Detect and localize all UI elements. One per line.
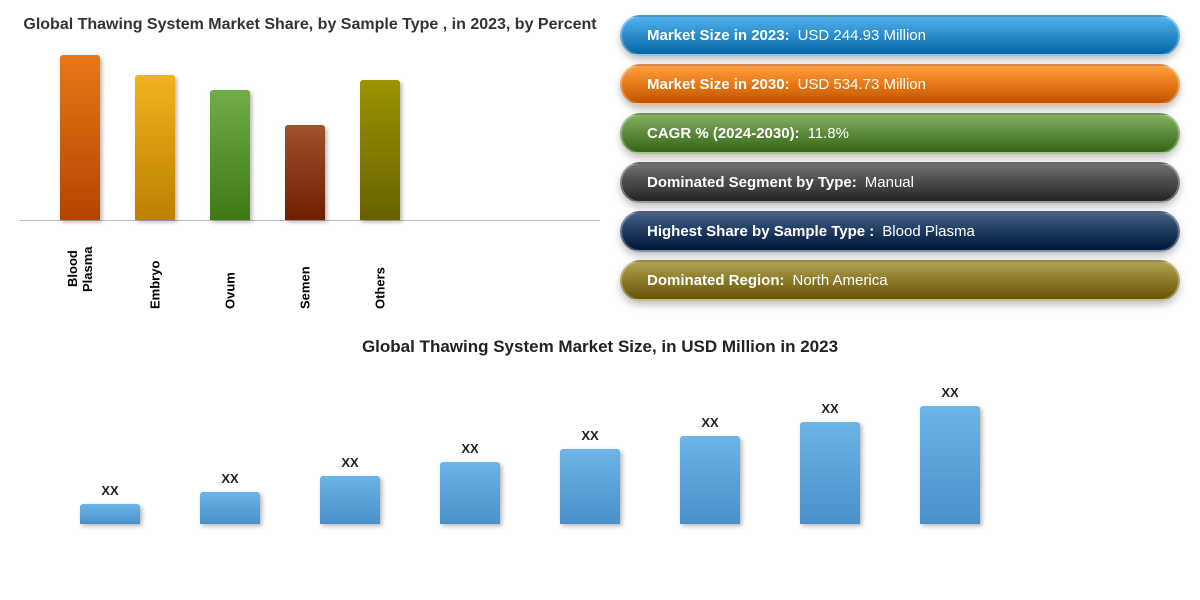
size-bar — [680, 436, 740, 524]
info-row: CAGR % (2024-2030): 11.8% — [620, 113, 1180, 154]
info-value: Manual — [865, 174, 914, 191]
size-bar-label: XX — [341, 455, 358, 470]
size-bar-label: XX — [941, 385, 958, 400]
share-bar — [210, 90, 250, 220]
size-bar — [440, 462, 500, 524]
size-bar-label: XX — [701, 415, 718, 430]
size-chart-bars: XX XX XX XX XX XX XX XX — [20, 374, 1180, 524]
size-bar — [800, 422, 860, 524]
size-bar — [80, 504, 140, 524]
top-section: Global Thawing System Market Share, by S… — [20, 10, 1180, 330]
info-value: USD 244.93 Million — [798, 27, 926, 44]
info-value: North America — [793, 272, 888, 289]
info-row: Highest Share by Sample Type : Blood Pla… — [620, 211, 1180, 252]
share-bar-label: Ovum — [210, 229, 250, 309]
share-bar-label: Semen — [285, 229, 325, 309]
info-row: Market Size in 2023: USD 244.93 Million — [620, 15, 1180, 56]
size-bar-wrap: XX — [560, 428, 620, 524]
size-bar-wrap: XX — [80, 483, 140, 524]
size-bar — [200, 492, 260, 524]
info-label: Market Size in 2030: — [647, 76, 790, 93]
main-container: Global Thawing System Market Share, by S… — [0, 0, 1200, 600]
size-bar-wrap: XX — [680, 415, 740, 524]
info-label: Market Size in 2023: — [647, 27, 790, 44]
size-bar-wrap: XX — [320, 455, 380, 524]
size-bar-label: XX — [581, 428, 598, 443]
info-panel: Market Size in 2023: USD 244.93 MillionM… — [620, 10, 1180, 330]
info-label: Dominated Region: — [647, 272, 785, 289]
size-bar-wrap: XX — [800, 401, 860, 524]
size-bar-label: XX — [221, 471, 238, 486]
info-label: Dominated Segment by Type: — [647, 174, 857, 191]
info-label: CAGR % (2024-2030): — [647, 125, 800, 142]
size-bar — [560, 449, 620, 524]
share-bar-label: Blood Plasma — [60, 229, 100, 309]
share-bar — [60, 55, 100, 220]
size-bar-label: XX — [461, 441, 478, 456]
size-bar-label: XX — [821, 401, 838, 416]
share-bar — [360, 80, 400, 220]
share-chart-labels: Blood Plasma Embryo Ovum Semen Others — [20, 229, 600, 309]
info-label: Highest Share by Sample Type : — [647, 223, 874, 240]
share-chart: Global Thawing System Market Share, by S… — [20, 10, 600, 330]
info-value: Blood Plasma — [882, 223, 975, 240]
share-chart-title: Global Thawing System Market Share, by S… — [20, 15, 600, 36]
share-bar — [285, 125, 325, 220]
share-bar — [135, 75, 175, 220]
info-row: Dominated Region: North America — [620, 260, 1180, 301]
size-chart-title: Global Thawing System Market Size, in US… — [20, 335, 1180, 359]
size-bar-label: XX — [101, 483, 118, 498]
size-bar-wrap: XX — [920, 385, 980, 524]
info-value: USD 534.73 Million — [798, 76, 926, 93]
share-bar-label: Embryo — [135, 229, 175, 309]
info-row: Dominated Segment by Type: Manual — [620, 162, 1180, 203]
size-bar — [920, 406, 980, 524]
info-row: Market Size in 2030: USD 534.73 Million — [620, 64, 1180, 105]
size-bar — [320, 476, 380, 524]
size-bar-wrap: XX — [440, 441, 500, 524]
bottom-section: Global Thawing System Market Size, in US… — [20, 330, 1180, 590]
size-bar-wrap: XX — [200, 471, 260, 524]
info-value: 11.8% — [808, 125, 849, 142]
share-bar-label: Others — [360, 229, 400, 309]
share-chart-bars — [20, 46, 600, 221]
